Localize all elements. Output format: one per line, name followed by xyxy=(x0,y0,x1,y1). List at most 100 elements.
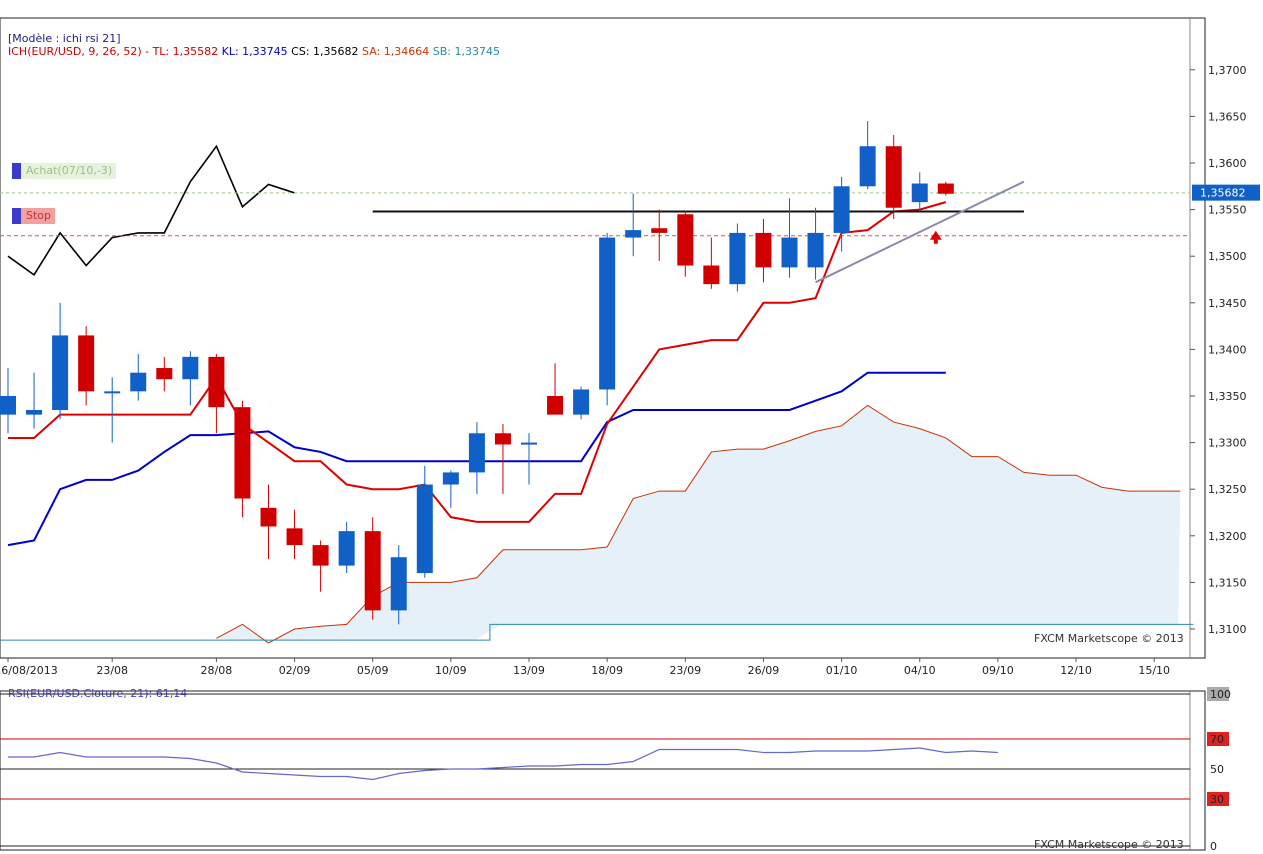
support-trendline xyxy=(815,180,1025,284)
achat-order-label[interactable]: Achat(07/10,-3) xyxy=(12,163,117,179)
x-tick-label: 10/09 xyxy=(435,664,467,677)
candle xyxy=(234,400,251,518)
candle-body xyxy=(755,232,772,268)
candle xyxy=(286,509,303,560)
legend-sa: SA: 1,34664 xyxy=(362,45,430,58)
y-tick-label: 1,3450 xyxy=(1208,297,1247,310)
candle xyxy=(26,372,43,429)
indicator-name: ICH(EUR/USD, 9, 26, 52) - xyxy=(8,45,150,58)
order-marker-icon xyxy=(12,208,21,224)
candle-body xyxy=(156,368,173,380)
candle-body xyxy=(521,442,537,445)
candle xyxy=(911,172,928,212)
y-tick-label: 1,3650 xyxy=(1208,110,1247,123)
x-tick-label: 05/09 xyxy=(357,664,389,677)
candle-body xyxy=(312,545,329,566)
rsi-tick-label: 70 xyxy=(1210,733,1224,746)
candle xyxy=(625,193,642,257)
candle xyxy=(130,354,147,401)
x-tick-label: 09/10 xyxy=(982,664,1014,677)
y-tick-label: 1,3500 xyxy=(1208,250,1247,263)
y-tick-label: 1,3250 xyxy=(1208,483,1247,496)
candle xyxy=(52,302,69,420)
y-tick-label: 1,3550 xyxy=(1208,204,1247,217)
candle-body xyxy=(26,409,43,415)
senkou-span-b-line xyxy=(0,623,1194,641)
candle xyxy=(833,176,850,252)
y-tick-label: 1,3350 xyxy=(1208,390,1247,403)
x-tick-label: 12/10 xyxy=(1060,664,1092,677)
candle-body xyxy=(781,237,798,268)
candle xyxy=(390,545,407,625)
candle-body xyxy=(0,396,16,415)
y-tick-label: 1,3300 xyxy=(1208,437,1247,450)
candle xyxy=(0,368,16,434)
candle-body xyxy=(390,557,407,611)
y-tick-label: 1,3100 xyxy=(1208,623,1247,636)
rsi-tick-label: 30 xyxy=(1210,793,1224,806)
candle-body xyxy=(859,146,876,187)
x-tick-label: 13/09 xyxy=(513,664,545,677)
candle-body xyxy=(182,356,199,380)
rsi-tick-label: 100 xyxy=(1210,688,1231,701)
rsi-frame xyxy=(0,690,1206,851)
candle xyxy=(651,209,668,261)
rsi-tick-bg xyxy=(1207,792,1229,806)
y-tick-label: 1,3200 xyxy=(1208,530,1247,543)
kumo-cloud xyxy=(216,405,1181,643)
current-price-label: 1,35682 xyxy=(1200,187,1246,200)
candle-body xyxy=(286,528,303,546)
candle-body xyxy=(52,335,69,410)
indicator-legend: ICH(EUR/USD, 9, 26, 52) - TL: 1,35582 KL… xyxy=(8,45,500,58)
x-tick-label: 28/08 xyxy=(201,664,233,677)
order-marker-icon xyxy=(12,163,21,179)
x-tick-label: 26/09 xyxy=(748,664,780,677)
x-tick-label: 01/10 xyxy=(826,664,858,677)
rsi-tick-bg xyxy=(1207,732,1229,746)
candle xyxy=(442,470,459,508)
candle xyxy=(468,422,485,494)
y-tick-label: 1,3150 xyxy=(1208,576,1247,589)
candle xyxy=(677,211,694,277)
candle xyxy=(599,232,616,406)
candle-body xyxy=(651,228,668,233)
candle-body xyxy=(703,265,720,285)
candle xyxy=(104,377,121,443)
rsi-tick-label: 50 xyxy=(1210,763,1224,776)
candle-body xyxy=(494,433,511,445)
rsi-tick-bg xyxy=(1207,687,1229,701)
legend-sb: SB: 1,33745 xyxy=(432,45,500,58)
candle-body xyxy=(78,335,95,392)
achat-label-text: Achat(07/10,-3) xyxy=(26,164,113,177)
candle xyxy=(338,521,355,574)
candle xyxy=(494,423,511,494)
current-price-tag xyxy=(1192,184,1260,201)
candle xyxy=(781,198,798,278)
legend-cs: CS: 1,35682 xyxy=(291,45,359,58)
rsi-tick-label: 0 xyxy=(1210,840,1217,853)
candle-body xyxy=(937,183,954,194)
candle-body xyxy=(833,186,850,233)
candle-body xyxy=(416,484,433,574)
candle-body xyxy=(364,531,381,611)
candle-body xyxy=(625,230,642,238)
candle xyxy=(573,386,590,420)
buy-arrow-icon xyxy=(929,230,942,244)
x-tick-label: 16/08/2013 xyxy=(0,664,58,677)
y-tick-label: 1,3600 xyxy=(1208,157,1247,170)
candle xyxy=(859,121,876,190)
tenkan-line xyxy=(8,201,947,523)
stop-order-label[interactable]: Stop xyxy=(12,208,56,224)
candle-body xyxy=(599,237,616,390)
rsi-line xyxy=(8,747,998,781)
candle-body xyxy=(260,507,277,527)
legend-kl: KL: 1,33745 xyxy=(221,45,288,58)
x-tick-label: 23/09 xyxy=(669,664,701,677)
x-tick-label: 02/09 xyxy=(279,664,311,677)
candle-body xyxy=(547,396,564,415)
chikou-span-line xyxy=(7,144,295,276)
candle-body xyxy=(468,433,485,473)
stop-label-text: Stop xyxy=(26,209,52,222)
x-tick-label: 23/08 xyxy=(96,664,128,677)
candle-body xyxy=(130,372,147,392)
